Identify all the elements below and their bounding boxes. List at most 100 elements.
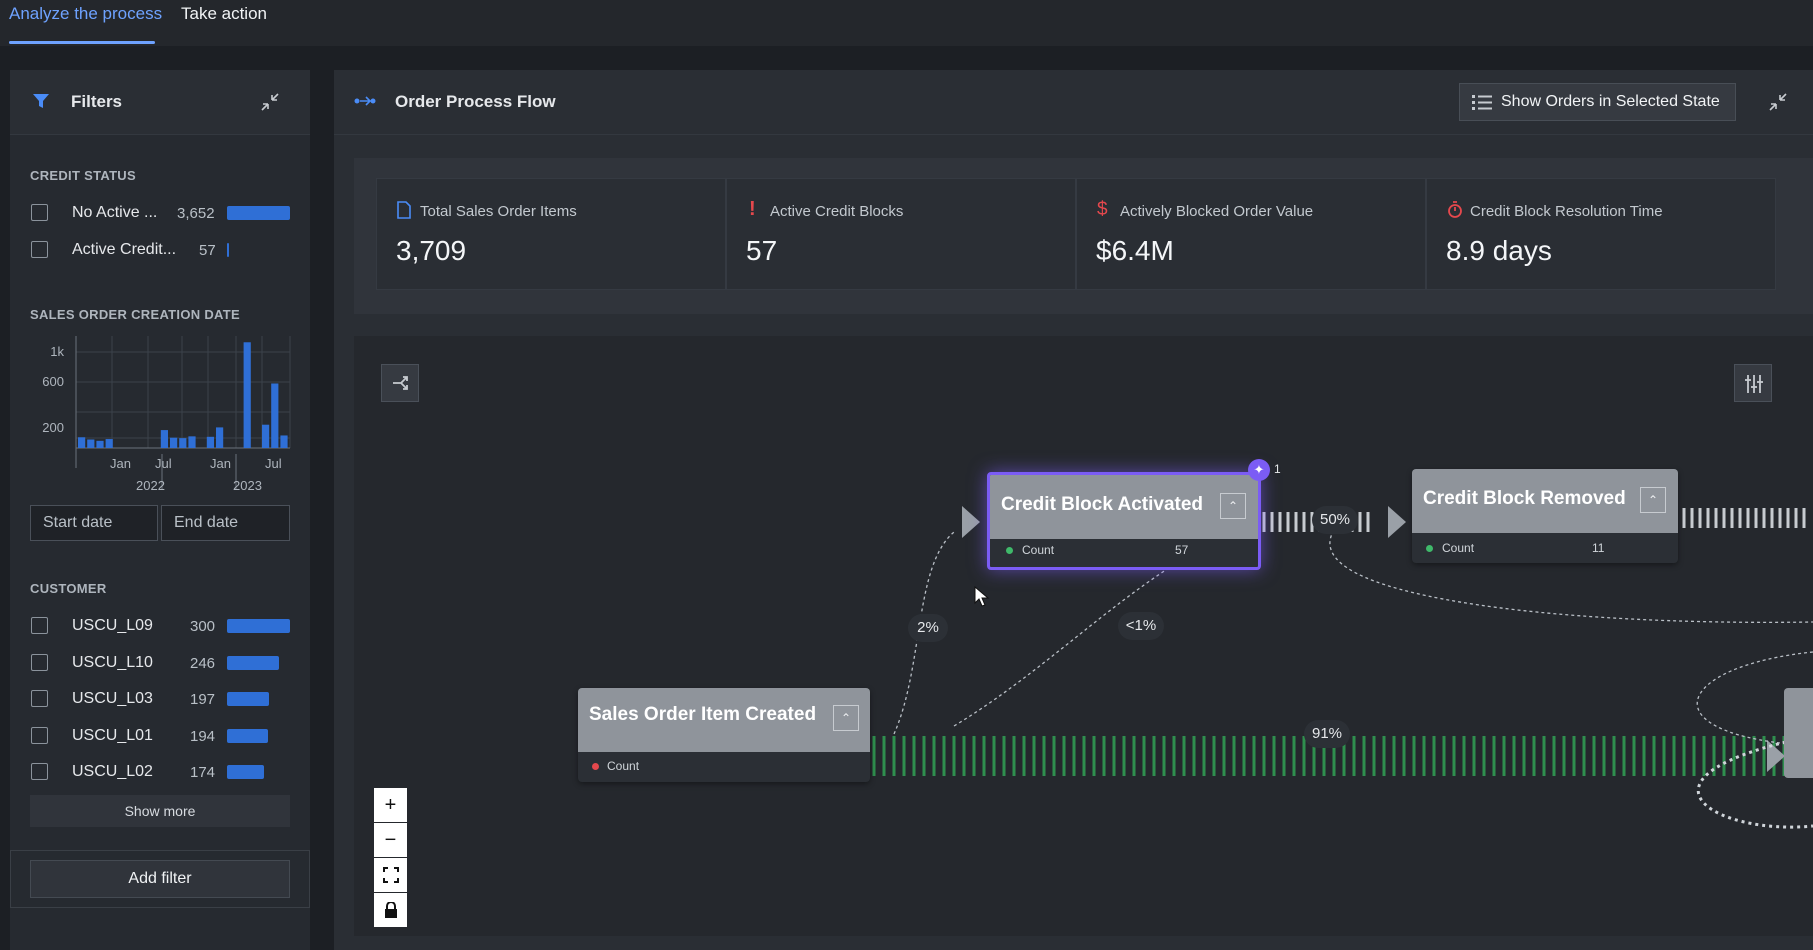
fit-view-button[interactable] — [374, 858, 407, 892]
top-tab-bar — [0, 0, 1813, 46]
customer-bar — [227, 729, 268, 743]
credit-status-count: 3,652 — [177, 205, 215, 222]
main-title: Order Process Flow — [395, 92, 556, 111]
customer-count: 174 — [190, 764, 216, 781]
count-dot-icon — [1006, 547, 1013, 554]
credit-status-bar — [227, 243, 229, 257]
edge-percent-label: 50% — [1312, 506, 1358, 534]
node-count-label: Count — [607, 759, 640, 773]
sparkle-icon[interactable]: ✦ — [1248, 459, 1270, 481]
dollar-icon: $ — [1097, 199, 1108, 220]
edge-percent-label: 2% — [908, 614, 948, 642]
customer-label: USCU_L01 — [72, 727, 153, 744]
add-filter-button[interactable]: Add filter — [30, 860, 290, 898]
histogram-month-tick: Jan — [110, 456, 131, 471]
kpi-card: ! Active Credit Blocks 57 — [726, 178, 1076, 290]
histogram-month-tick: Jul — [155, 456, 172, 471]
flow-edges — [872, 506, 1813, 829]
kpi-label: Active Credit Blocks — [770, 203, 904, 220]
histogram-bar — [160, 430, 168, 448]
histogram-tick: 200 — [42, 420, 64, 435]
node-title: Credit Block Removed — [1412, 469, 1678, 533]
list-icon — [1472, 95, 1492, 110]
histogram-bar — [271, 383, 279, 448]
customer-label: USCU_L10 — [72, 654, 153, 671]
customer-bar — [227, 765, 264, 779]
filters-header — [10, 70, 310, 135]
checkbox-no-active[interactable] — [31, 204, 48, 221]
customer-count: 194 — [190, 728, 216, 745]
sliders-icon — [1745, 375, 1763, 393]
tab-analyze-process[interactable]: Analyze the process — [9, 4, 163, 23]
tab-take-action[interactable]: Take action — [181, 4, 267, 23]
node-collapse-button[interactable]: ⌃ — [833, 705, 859, 731]
customer-checkbox[interactable] — [31, 763, 48, 780]
customer-checkbox[interactable] — [31, 690, 48, 707]
histogram-bar — [206, 436, 214, 448]
start-date-input[interactable]: Start date — [30, 505, 158, 541]
settings-button[interactable] — [1734, 364, 1772, 402]
stopwatch-icon — [1448, 201, 1462, 218]
node-title: Credit Block Activated — [990, 475, 1258, 539]
creation-date-histogram[interactable]: 1k 600 200 Jan Jul Jan Jul 2022 2023 — [30, 328, 300, 498]
add-filter-container — [10, 850, 310, 908]
node-sales-order-item-created[interactable]: Sales Order Item Created ⌃ Count — [578, 688, 870, 782]
kpi-value: $6.4M — [1096, 235, 1174, 266]
node-collapse-button[interactable]: ⌃ — [1220, 493, 1246, 519]
kpi-label: Credit Block Resolution Time — [1470, 203, 1663, 220]
node-partial-right[interactable] — [1784, 688, 1813, 778]
customer-checkbox[interactable] — [31, 654, 48, 671]
date-section-title: SALES ORDER CREATION DATE — [30, 307, 240, 322]
exclamation-icon: ! — [749, 198, 756, 220]
histogram-tick: 1k — [50, 344, 64, 359]
customer-checkbox[interactable] — [31, 727, 48, 744]
node-collapse-button[interactable]: ⌃ — [1640, 487, 1666, 513]
count-dot-icon — [1426, 545, 1433, 552]
zoom-in-button[interactable]: + — [374, 788, 407, 822]
active-tab-indicator — [9, 41, 155, 44]
histogram-bar — [262, 424, 270, 448]
lock-icon — [384, 901, 397, 918]
collapse-icon[interactable] — [260, 92, 280, 112]
checkbox-active-credit[interactable] — [31, 241, 48, 258]
collapse-icon[interactable] — [1768, 92, 1788, 112]
mouse-cursor-icon — [974, 586, 990, 607]
zoom-out-button[interactable]: − — [374, 823, 407, 857]
histogram-year-tick: 2022 — [136, 478, 165, 493]
show-more-button[interactable]: Show more — [30, 795, 290, 827]
show-orders-button[interactable]: Show Orders in Selected State — [1459, 83, 1736, 121]
count-dot-icon — [592, 763, 599, 770]
histogram-year-tick: 2023 — [233, 478, 262, 493]
credit-status-bar — [227, 206, 290, 220]
fit-screen-icon — [382, 867, 399, 883]
histogram-bar — [179, 438, 187, 448]
customer-count: 246 — [190, 655, 216, 672]
layout-button[interactable] — [381, 364, 419, 402]
histogram-bar — [216, 427, 224, 448]
customer-checkbox[interactable] — [31, 617, 48, 634]
histogram-month-tick: Jul — [265, 456, 282, 471]
histogram-bar — [96, 440, 104, 448]
document-icon — [397, 201, 411, 219]
kpi-value: 8.9 days — [1446, 235, 1552, 266]
lock-view-button[interactable] — [374, 893, 407, 927]
node-credit-block-removed[interactable]: Credit Block Removed ⌃ Count 11 — [1412, 469, 1678, 563]
histogram-month-tick: Jan — [210, 456, 231, 471]
credit-status-title: CREDIT STATUS — [30, 168, 136, 183]
graph-layout-icon — [393, 376, 408, 390]
node-credit-block-activated[interactable]: Credit Block Activated ⌃ Count 57 — [987, 472, 1261, 570]
customer-label: USCU_L09 — [72, 617, 153, 634]
histogram-bar — [243, 342, 251, 448]
edge-percent-label: <1% — [1118, 612, 1164, 640]
node-count-value: 11 — [1592, 541, 1605, 555]
end-date-input[interactable]: End date — [161, 505, 290, 541]
process-flow-canvas[interactable] — [354, 336, 1813, 936]
histogram-bar — [188, 436, 196, 448]
histogram-bar — [87, 439, 95, 448]
filter-icon — [33, 94, 49, 108]
histogram-bar — [105, 439, 113, 448]
customer-count: 197 — [190, 691, 216, 708]
customer-label: USCU_L02 — [72, 763, 153, 780]
node-count-label: Count — [1442, 541, 1475, 555]
insight-count-badge: 1 — [1274, 462, 1281, 476]
